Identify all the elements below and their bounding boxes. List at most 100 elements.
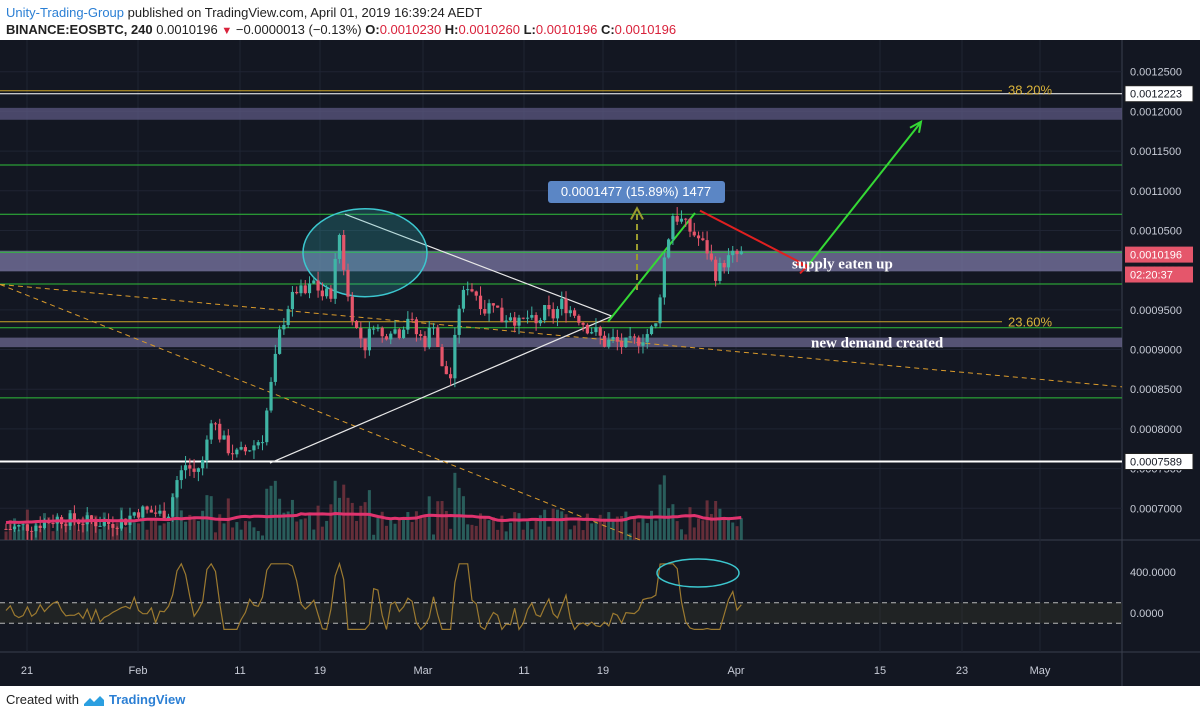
price-chart[interactable]: 38.20% 23.60% 0.0012500 0.0012000 0.0011500…: [0, 40, 1200, 686]
volume-bar: [179, 510, 183, 540]
candle-body: [726, 255, 731, 268]
volume-bar: [692, 527, 696, 540]
volume-bar: [547, 526, 551, 540]
price-axis[interactable]: 0.0012500 0.0012000 0.0011500 0.0011000 0.00…: [1124, 67, 1194, 620]
candle-body: [572, 310, 577, 316]
volume-bar: [620, 516, 624, 540]
candles: [4, 207, 743, 541]
zones: [0, 107, 1122, 348]
volume-bar: [256, 531, 260, 540]
price-zone: [0, 107, 1122, 120]
volume-bar: [726, 516, 730, 540]
volume-bar: [154, 517, 158, 540]
volume-bar: [709, 514, 713, 540]
candle-body: [102, 521, 106, 526]
volume-bar: [252, 527, 256, 540]
candle-body: [320, 290, 324, 297]
candle-body: [282, 324, 286, 330]
volume-bar: [483, 516, 487, 540]
candle-body: [594, 327, 598, 333]
measure-label-bg: [548, 181, 725, 203]
volume-bar: [543, 509, 547, 540]
volume-bar: [624, 511, 628, 540]
volume-bar: [278, 498, 282, 540]
volume-bar: [192, 516, 196, 540]
candle-body: [205, 439, 209, 461]
price-zone: [0, 337, 1122, 348]
candle-body: [470, 289, 474, 292]
time-axis[interactable]: 21 Feb 11 19 Mar 11 19 Apr 15 23 May: [21, 665, 1051, 677]
candle-body: [243, 447, 247, 452]
candle-body: [449, 374, 453, 379]
candle-body: [675, 216, 679, 222]
volume-bar: [517, 513, 521, 540]
fib-label: 23.60%: [1008, 315, 1053, 330]
candle-body: [564, 298, 568, 314]
volume-bar: [628, 533, 632, 540]
candle-body: [179, 470, 183, 481]
symbol-label: BINANCE:EOSBTC, 240: [6, 22, 153, 37]
volume-bar: [487, 520, 491, 540]
publisher-name[interactable]: Unity-Trading-Group: [6, 5, 125, 20]
price-axis-label: 0.0010196: [1130, 250, 1182, 262]
candle-body: [478, 295, 483, 309]
volume-bar: [60, 524, 64, 540]
volume-bar: [196, 521, 200, 540]
volume-bar: [295, 521, 299, 540]
tradingview-logo-icon: [83, 695, 104, 706]
volume-bar: [239, 529, 243, 540]
volume-bar: [560, 511, 564, 540]
candle-body: [337, 234, 342, 259]
candle-body: [94, 520, 98, 527]
close-label: C:: [600, 22, 615, 37]
candle-body: [72, 513, 76, 522]
candle-body: [611, 336, 615, 340]
candle-body: [667, 239, 671, 258]
candle-body: [42, 521, 47, 529]
candle-body: [722, 262, 726, 268]
osc-tick-label: 400.0000: [1130, 567, 1176, 579]
candle-body: [397, 329, 401, 339]
candle-body: [735, 250, 739, 255]
candle-body: [325, 288, 329, 297]
volume-bar: [466, 524, 470, 540]
volume-bar: [564, 514, 568, 540]
volume-bar: [590, 523, 594, 540]
x-tick-label: 23: [956, 665, 968, 677]
candle-body: [38, 525, 42, 529]
candle-body: [8, 529, 12, 531]
candle-body: [201, 460, 205, 469]
volume-bar: [722, 517, 726, 540]
candle-body: [239, 447, 243, 450]
volume-bar: [598, 514, 602, 540]
volume-bars: [4, 472, 743, 540]
candle-body: [119, 518, 124, 529]
volume-bar: [231, 527, 235, 540]
candle-body: [235, 449, 239, 455]
price-axis-label-bg: [1124, 85, 1194, 103]
candle-body: [547, 305, 551, 310]
candle-body: [423, 335, 427, 348]
y-tick-label: 0.0008000: [1130, 424, 1182, 436]
candle-body: [628, 336, 632, 338]
tradingview-brand[interactable]: TradingView: [108, 692, 186, 707]
published-text: published on TradingView.com, April 01, …: [127, 5, 483, 20]
y-tick-label: 0.0012000: [1130, 106, 1182, 118]
price-change: −0.0000013 (−0.13%): [235, 22, 362, 37]
y-tick-label: 0.0011500: [1130, 146, 1181, 158]
volume-bar: [107, 524, 111, 540]
volume-bar: [697, 518, 701, 540]
x-tick-label: Mar: [414, 665, 433, 677]
candle-body: [372, 328, 376, 330]
candle-body: [175, 480, 179, 498]
x-tick-label: 11: [518, 665, 529, 677]
volume-bar: [671, 504, 675, 540]
price-axis-label: 0.0012223: [1130, 89, 1182, 101]
candle-body: [701, 238, 705, 241]
candle-body: [230, 453, 235, 455]
candle-body: [508, 317, 513, 321]
candle-body: [226, 435, 230, 454]
volume-bar: [402, 517, 406, 540]
projection-arrow: [807, 122, 921, 267]
volume-bar: [573, 525, 577, 540]
